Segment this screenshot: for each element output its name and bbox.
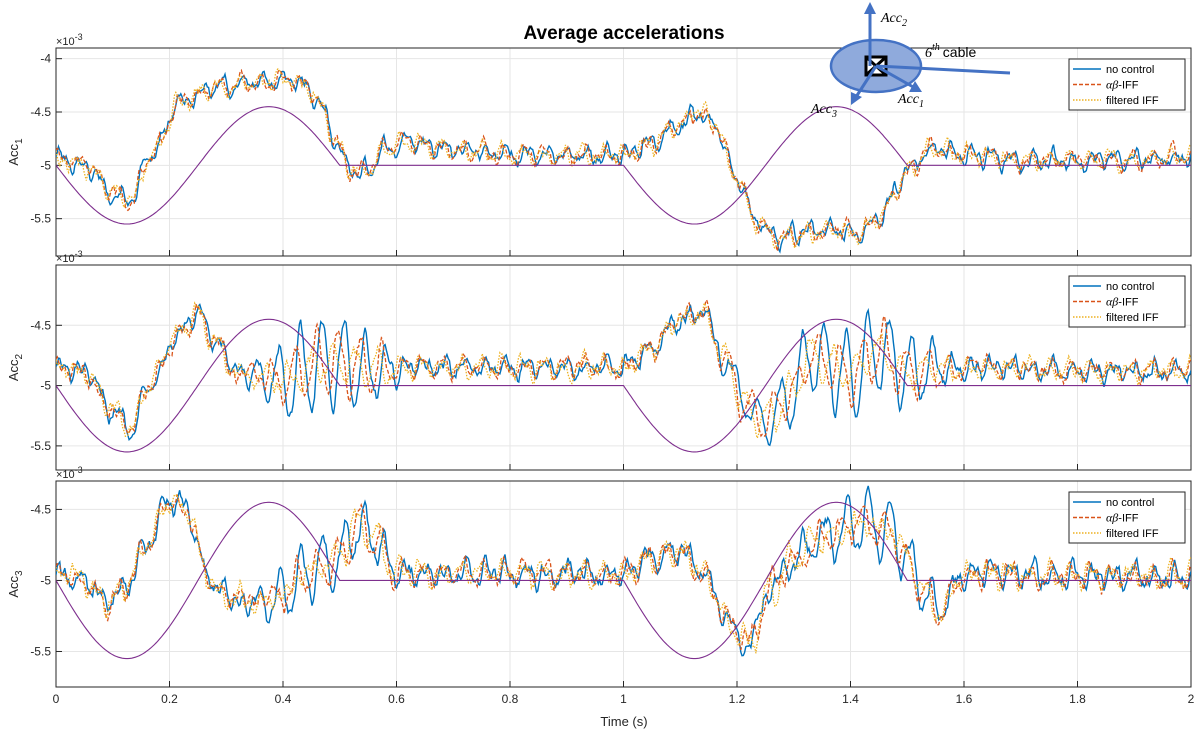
y-tick-label: -5 [40, 379, 51, 393]
y-tick-label: -4.5 [30, 105, 51, 119]
y-tick-label: -4.5 [30, 318, 51, 332]
y-axis-label: Acc3 [6, 570, 25, 598]
x-tick-label: 0.2 [161, 692, 178, 706]
x-tick-label: 0.8 [502, 692, 519, 706]
x-tick-label: 1.2 [729, 692, 746, 706]
series-reference [56, 501, 1191, 660]
series-ab-iff [56, 298, 1191, 438]
acc1-arrow [875, 64, 916, 90]
legend-entry: αβ-IFF [1106, 78, 1139, 92]
acc2-arrowhead [864, 2, 876, 14]
legend-entry: αβ-IFF [1106, 295, 1139, 309]
y-tick-label: -5 [40, 573, 51, 587]
panel-acc3: -4.5 -5 -5.5 0 0.2 0.4 0.6 0.8 1 1.2 1.4 1.6 1.8 2 ×10… [6, 465, 1195, 706]
series-filtered-iff [56, 493, 1191, 654]
legend-entry: filtered IFF [1106, 312, 1159, 324]
legend-entry: αβ-IFF [1106, 511, 1139, 525]
x-axis-label: Time (s) [600, 714, 647, 729]
y-tick-label: -5.5 [30, 212, 51, 226]
x-tick-label: 0.6 [388, 692, 405, 706]
x-tick-label: 1.6 [956, 692, 973, 706]
series-filtered-iff [56, 301, 1191, 441]
y-tick-label: -4.5 [30, 502, 51, 516]
panel-acc2: -4.5 -5 -5.5 ×10-3 Acc2 no control αβ-IFF filte… [6, 249, 1192, 471]
y-tick-label: -5 [40, 158, 51, 172]
x-tick-label: 2 [1188, 692, 1195, 706]
acc3-arrow [854, 65, 878, 98]
legend-entry: no control [1106, 64, 1154, 76]
x-tick-label: 0 [53, 692, 60, 706]
legend-entry: no control [1106, 497, 1154, 509]
panel-acc1: -4 -4.5 -5 -5.5 ×10-3 Acc1 no control αβ-IFF fil… [6, 32, 1192, 257]
y-tick-label: -4 [40, 52, 51, 66]
legend: no control αβ-IFF filtered IFF [1068, 491, 1186, 544]
legend-entry: no control [1106, 281, 1154, 293]
legend-entry: filtered IFF [1106, 95, 1159, 107]
acc3-label: Acc3 [810, 102, 837, 120]
acc1-arrowhead [909, 81, 922, 92]
legend: no control αβ-IFF filtered IFF [1068, 58, 1186, 111]
axis-multiplier: ×10-3 [56, 249, 83, 265]
legend: no control αβ-IFF filtered IFF [1068, 275, 1186, 328]
cable-label: 6th cable [925, 42, 976, 61]
series-reference [56, 106, 1191, 225]
x-tick-label: 1 [620, 692, 627, 706]
axis-multiplier: ×10-3 [56, 465, 83, 481]
y-axis-label: Acc2 [6, 353, 25, 381]
acc3-arrowhead [851, 92, 862, 105]
cable-line [875, 64, 1011, 75]
y-tick-label: -5.5 [30, 644, 51, 658]
y-axis-label: Acc1 [6, 138, 25, 166]
acc2-label: Acc2 [880, 11, 907, 29]
x-tick-label: 1.4 [842, 692, 859, 706]
axis-multiplier: ×10-3 [56, 32, 83, 48]
x-tick-label: 0.4 [275, 692, 292, 706]
series-filtered-iff [56, 67, 1191, 250]
x-tick-label: 1.8 [1069, 692, 1086, 706]
legend-entry: filtered IFF [1106, 528, 1159, 540]
acc1-label: Acc1 [897, 92, 924, 110]
y-tick-label: -5.5 [30, 439, 51, 453]
series-reference [56, 318, 1191, 453]
chart-title: Average accelerations [523, 23, 724, 44]
cable-diagram: Acc2 Acc1 Acc3 6th cable [810, 2, 1011, 120]
